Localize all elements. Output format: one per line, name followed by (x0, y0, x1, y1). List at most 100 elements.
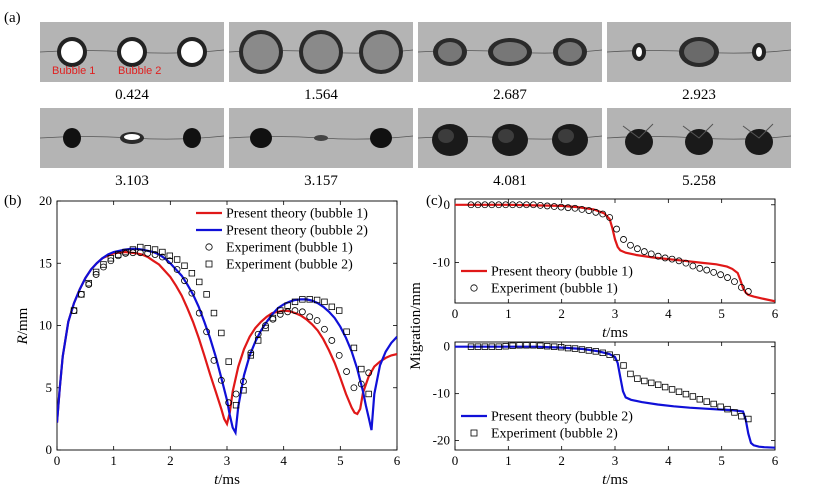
data-point-circle (647, 250, 655, 258)
data-point-square (92, 268, 100, 276)
data-point-square (641, 377, 648, 385)
data-point-circle (724, 274, 731, 281)
y-tick-label: 0 (46, 442, 53, 457)
bubble-interior (438, 42, 462, 62)
x-tick-label: 5 (718, 453, 725, 468)
data-point-circle (703, 266, 711, 274)
data-point-circle (365, 369, 373, 377)
data-point-circle (298, 308, 306, 316)
data-point-circle (564, 204, 572, 212)
data-point-circle (710, 268, 718, 276)
y-tick-label: -20 (433, 433, 450, 448)
data-point-square (203, 291, 210, 298)
x-tick-label: 1 (505, 306, 512, 321)
x-axis-label: t/ms (602, 325, 628, 341)
data-point-circle (240, 378, 247, 385)
x-axis-label-var: t (602, 472, 607, 488)
legend-entry: Present theory (bubble 1) (226, 207, 368, 222)
data-point-square (100, 261, 107, 268)
data-point-circle (173, 266, 181, 273)
data-point-square (682, 390, 690, 398)
data-point-circle (675, 257, 683, 265)
data-point-square (335, 307, 343, 314)
data-point-square (724, 405, 731, 413)
data-point-square (210, 309, 218, 317)
data-point-square (137, 243, 144, 251)
bubble-texture (498, 129, 514, 143)
migration-chart-bubble1: 0 1 2 3 4 5 6 0 -10 Present theory (bubble 1) Expe… (433, 197, 779, 341)
x-tick-label: 5 (337, 453, 344, 468)
data-point-circle (585, 207, 593, 214)
data-point-square (606, 351, 613, 358)
bubble-shape (250, 128, 272, 148)
bubble-shape (63, 128, 81, 148)
data-point-square (166, 252, 173, 259)
data-point-circle (571, 204, 579, 212)
legend-entry: Experiment (bubble 1) (226, 241, 353, 256)
data-point-square (731, 409, 738, 416)
data-point-square (159, 248, 166, 256)
x-tick-label: 4 (280, 453, 287, 468)
data-point-square (262, 324, 269, 332)
data-point-square (551, 343, 558, 350)
bubble-highlight (124, 134, 140, 140)
data-point-circle (481, 201, 489, 209)
data-point-square (717, 403, 724, 410)
x-tick-label: 4 (665, 453, 672, 468)
data-point-circle (696, 264, 704, 272)
plot-area (455, 201, 775, 303)
bubble-interior (558, 42, 582, 62)
data-point-square (350, 344, 358, 352)
plot-area (57, 243, 397, 437)
bubble-shape (314, 135, 328, 141)
data-point-circle (306, 313, 314, 321)
data-point-circle (661, 254, 669, 262)
data-point-square (710, 400, 717, 408)
bubble-highlight (61, 41, 83, 63)
bubble-1-label: Bubble 1 (52, 65, 95, 77)
panel-label-b: (b) (4, 193, 22, 209)
bubble-shape (745, 129, 773, 155)
data-point-square (557, 343, 565, 351)
bubble-shape (625, 129, 653, 155)
data-point-circle (357, 380, 365, 388)
bubble-highlight (121, 41, 143, 63)
y-axis-label: Migration/mm (408, 282, 424, 370)
data-point-square (70, 307, 78, 314)
data-point-square (516, 342, 523, 349)
frame-time-label: 0.424 (115, 87, 149, 103)
bubble-highlight (636, 47, 642, 57)
data-point-circle (557, 203, 565, 211)
x-tick-label: 1 (505, 453, 512, 468)
data-point-square (502, 343, 509, 350)
data-point-square (648, 379, 655, 387)
legend-entry: Experiment (bubble 1) (491, 282, 618, 297)
data-point-square (254, 337, 262, 344)
legend-swatch-square (470, 429, 478, 437)
legend-entry: Experiment (bubble 2) (491, 427, 618, 442)
panel-label-a: (a) (4, 10, 21, 26)
data-point-circle (269, 315, 277, 323)
frame-time-label: 3.157 (304, 173, 338, 189)
frame-time-label: 2.687 (493, 87, 527, 103)
bubble-2-label: Bubble 2 (118, 65, 161, 77)
data-point-square (115, 251, 122, 258)
frame-time-label: 3.103 (115, 173, 149, 189)
data-point-square (592, 348, 599, 355)
data-point-circle (599, 210, 607, 218)
data-point-circle (144, 249, 152, 257)
data-point-square (564, 344, 572, 352)
data-point-square (745, 415, 752, 423)
data-point-square (703, 398, 710, 405)
data-point-circle (495, 201, 503, 209)
x-axis-label-var: t (602, 325, 607, 341)
data-point-square (188, 270, 196, 277)
x-axis-label: t/ms (602, 472, 628, 488)
data-point-circle (606, 214, 614, 221)
bubble-interior (243, 34, 279, 70)
data-point-square (488, 343, 495, 350)
data-point-circle (502, 201, 510, 209)
data-point-circle (488, 201, 496, 209)
data-point-square (107, 255, 115, 262)
